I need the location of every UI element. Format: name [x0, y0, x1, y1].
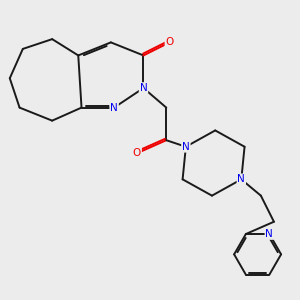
Text: O: O	[165, 38, 174, 47]
Text: N: N	[266, 229, 273, 239]
Text: O: O	[133, 148, 141, 158]
Text: N: N	[182, 142, 190, 152]
Text: N: N	[140, 83, 147, 93]
Text: N: N	[237, 174, 245, 184]
Text: N: N	[110, 103, 118, 112]
